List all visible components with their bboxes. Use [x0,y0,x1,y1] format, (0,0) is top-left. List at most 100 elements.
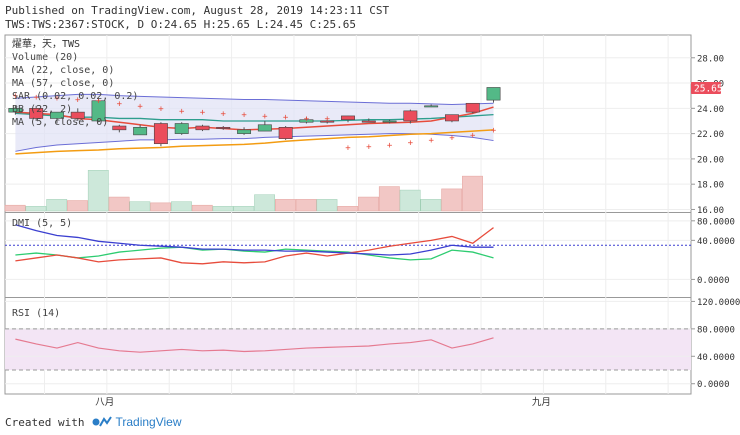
volume-bar [171,201,192,212]
volume-bar [358,196,379,212]
last-price-bg [691,82,721,94]
candle-body [382,120,397,123]
candle-body [424,105,439,108]
candle-body [133,126,148,136]
tradingview-logo[interactable]: TradingView [92,415,182,429]
volume-bar [25,206,47,212]
volume-bar [212,206,234,212]
legend-rsi: RSI (14) [12,308,60,319]
sar-point: + [262,112,268,122]
dmi-pane[interactable]: 80.0000 40.0000 0.0000 [5,217,735,286]
rsi-line [15,337,494,353]
di-minus-line [15,227,494,265]
legend-ma5: MA (5, close, 0) [12,117,108,128]
legend-ma22: MA (22, close, 0) [12,65,114,76]
candle-body [174,123,189,134]
sar-point: + [345,144,351,154]
legends: 燿華，天，TWS Volume (20) MA (22, close, 0) M… [12,38,138,319]
volume-bar [274,199,296,212]
candle-body [320,120,335,123]
sar-point: + [449,133,455,143]
created-with-text: Created with [5,415,85,429]
candle-body [195,125,210,131]
di-plus-line [15,246,494,261]
volume-bar [87,170,109,212]
sar-point: + [491,126,497,136]
volume-bar [316,199,338,212]
sar-point: + [241,111,247,121]
volume-bar [420,199,442,212]
y-tick-label: 16.00 [697,206,724,216]
sar-point: + [366,142,372,152]
x-tick-label: 九月 [532,396,551,408]
candle-body [153,123,168,145]
volume-bar [67,200,88,212]
sar-point: + [408,138,414,148]
volume-bar [378,186,400,212]
y-tick-label: 18.00 [697,181,724,191]
sar-point: + [325,114,331,124]
volume-bar [462,175,483,212]
last-price-label: 25.65 [694,84,723,95]
candle-body [299,119,314,123]
sar-point: + [75,95,81,105]
volume-bar [399,189,421,212]
chart-header: Published on TradingView.com, August 28,… [5,4,389,32]
candle-body [237,129,252,134]
sar-point: + [428,136,434,146]
sar-point: + [221,109,227,119]
tradingview-logo-icon [92,416,113,427]
symbol-ohlc: TWS:TWS:2367:STOCK, D O:24.65 H:25.65 L:… [5,18,356,31]
candle-body [486,87,501,101]
candle-body [8,108,23,113]
y-tick-label: 22.00 [697,130,724,140]
volume-bar [150,202,172,212]
candle-body [29,108,44,119]
volume-bar [337,206,359,212]
legend-volume: Volume (20) [12,52,78,63]
candle-body [465,102,480,113]
bollinger-upper-line [15,93,494,106]
candle-body [50,111,64,119]
candle-body [444,114,459,122]
adx-line [15,224,494,256]
sar-point: + [470,131,476,141]
sar-point: + [33,93,39,103]
volume-bar [46,199,68,212]
volume-bar [441,188,463,212]
rsi-pane[interactable]: 120.0000 80.0000 40.0000 0.0000 [5,298,740,390]
y-tick-label: 20.00 [697,155,724,165]
footer: Created with TradingView [5,415,182,429]
candle-body [361,120,376,123]
sar-point: + [96,97,102,107]
volume-bar [233,206,255,212]
legend-ma57: MA (57, close, 0) [12,78,114,89]
sar-point: + [117,99,123,109]
legend-symbol: 燿華，天，TWS [12,38,80,50]
sar-point: + [13,92,19,102]
volume-bar [129,201,151,212]
sar-point: + [283,113,289,123]
y-tick-label: 120.0000 [697,298,740,308]
sar-point: + [387,141,393,151]
candle-body [278,126,293,139]
volume-bar [254,194,275,212]
legend-sar: SAR (0.02, 0.02, 0.2) [12,91,138,102]
y-tick-label: 0.0000 [697,276,730,286]
candle-body [91,100,106,122]
y-tick-label: 40.0000 [697,353,735,363]
volume-bar [295,199,317,212]
candle-body [341,115,355,121]
ma5-line [15,129,494,155]
sar-point: + [200,108,206,118]
candle-body [216,126,231,129]
volume-bar [191,204,213,212]
y-tick-label: 28.00 [697,54,724,64]
volume-bar [108,196,130,212]
y-tick-label: 80.0000 [697,217,735,227]
rsi-band-fill [5,328,691,370]
y-tick-label: 24.00 [697,105,724,115]
legend-bb: BB (22, 2) [12,104,72,115]
price-pane[interactable]: 28.0026.0024.0022.0020.0018.0016.00+++++… [4,54,724,216]
